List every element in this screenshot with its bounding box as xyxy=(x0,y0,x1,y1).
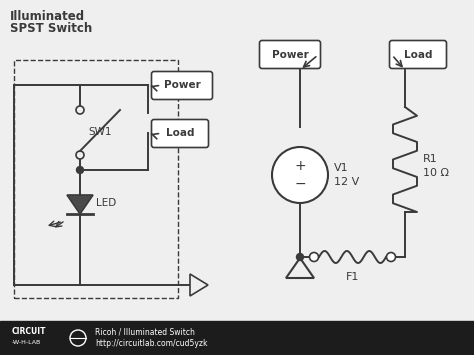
Text: Power: Power xyxy=(164,81,201,91)
Text: SPST Switch: SPST Switch xyxy=(10,22,92,35)
Circle shape xyxy=(272,147,328,203)
Bar xyxy=(14,60,178,298)
Text: Ricoh / Illuminated Switch: Ricoh / Illuminated Switch xyxy=(95,328,195,337)
Text: Load: Load xyxy=(166,129,194,138)
Text: LED: LED xyxy=(96,198,116,208)
Circle shape xyxy=(297,253,303,261)
FancyBboxPatch shape xyxy=(152,120,209,147)
Text: Illuminated: Illuminated xyxy=(10,10,85,23)
Bar xyxy=(0,321,474,355)
Text: -W-H-LAB: -W-H-LAB xyxy=(12,340,41,345)
Text: CIRCUIT: CIRCUIT xyxy=(12,328,46,337)
FancyBboxPatch shape xyxy=(259,40,320,69)
Circle shape xyxy=(310,252,319,262)
Text: R1: R1 xyxy=(423,154,438,164)
Text: 12 V: 12 V xyxy=(334,177,359,187)
Text: 10 Ω: 10 Ω xyxy=(423,169,449,179)
Text: V1: V1 xyxy=(334,163,348,173)
Text: +: + xyxy=(294,159,306,173)
Text: −: − xyxy=(294,177,306,191)
Polygon shape xyxy=(190,274,208,296)
Polygon shape xyxy=(286,258,314,278)
Text: Power: Power xyxy=(272,49,309,60)
Text: http://circuitlab.com/cud5yzk: http://circuitlab.com/cud5yzk xyxy=(95,339,208,348)
FancyBboxPatch shape xyxy=(390,40,447,69)
Circle shape xyxy=(76,151,84,159)
Polygon shape xyxy=(67,195,93,214)
FancyBboxPatch shape xyxy=(152,71,212,99)
Circle shape xyxy=(76,106,84,114)
Circle shape xyxy=(76,166,83,174)
Text: F1: F1 xyxy=(346,272,359,282)
Circle shape xyxy=(386,252,395,262)
Text: SW1: SW1 xyxy=(88,127,111,137)
Text: Load: Load xyxy=(404,49,432,60)
